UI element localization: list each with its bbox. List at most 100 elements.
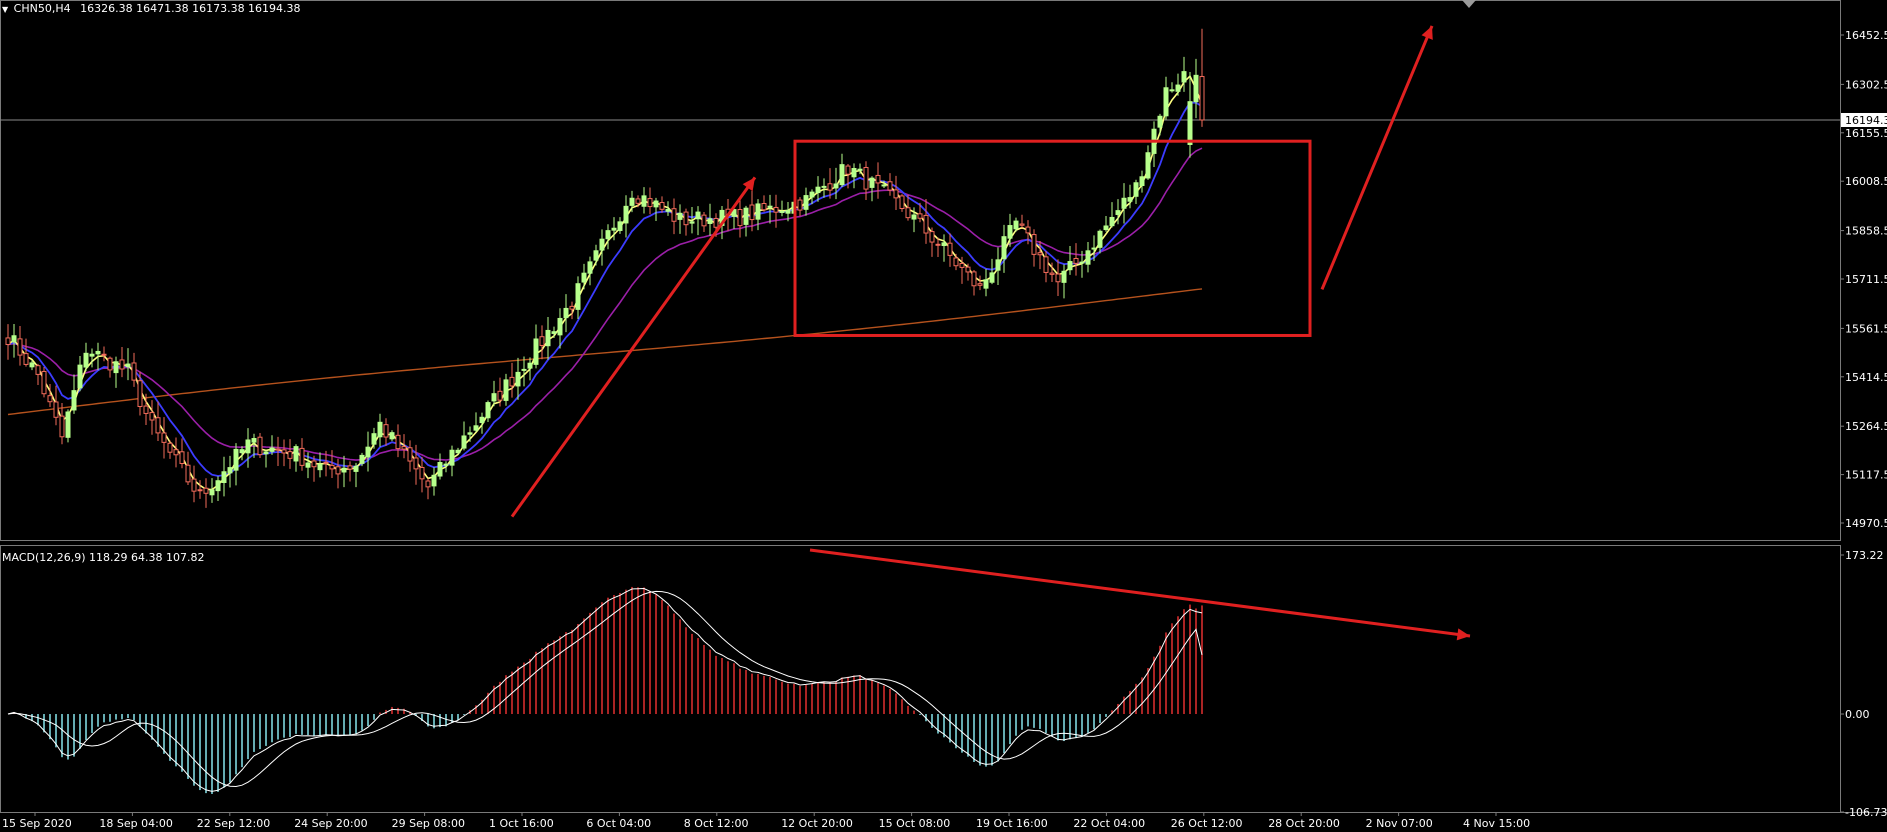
candle-body <box>23 353 29 365</box>
candle-body <box>683 211 689 226</box>
time-tick-label: 1 Oct 16:00 <box>489 817 554 830</box>
macd-label: MACD(12,26,9) 118.29 64.38 107.82 <box>2 551 205 564</box>
candle-body <box>1127 197 1133 202</box>
macd-layer <box>7 586 1203 794</box>
candle-body <box>629 197 635 206</box>
candle-body <box>599 238 605 251</box>
candle-body <box>131 362 137 381</box>
candle-body <box>1085 250 1091 265</box>
candle-body <box>767 205 773 208</box>
candle-body <box>773 206 779 213</box>
candle-body <box>497 390 503 401</box>
candle-body <box>995 259 1001 271</box>
candle-body <box>347 465 353 470</box>
candle-body <box>359 454 365 464</box>
candle-body <box>695 211 701 220</box>
current-price-badge <box>1841 112 1887 127</box>
candle-body <box>1103 225 1109 231</box>
candle-body <box>377 421 383 438</box>
candle-body <box>881 184 887 187</box>
candle-body <box>575 283 581 310</box>
main-pane-border <box>0 0 1841 541</box>
candle-body <box>437 462 443 477</box>
ema-mid-line <box>7 101 1203 477</box>
candle-body <box>827 183 833 191</box>
annotation-layer <box>510 25 1471 641</box>
candle-body <box>341 467 347 473</box>
moving-average-layer <box>7 74 1203 491</box>
macd-main-line <box>7 587 1203 792</box>
candle-body <box>11 335 17 343</box>
candle-body <box>1019 223 1025 226</box>
candle-body <box>173 449 179 456</box>
candle-body <box>611 227 617 231</box>
candle-body <box>119 359 125 370</box>
candle-body <box>293 446 299 462</box>
candle-body <box>1043 256 1049 273</box>
candle-body <box>335 466 341 475</box>
ma-long-line <box>7 288 1203 416</box>
candle-body <box>947 242 953 256</box>
trend-arrow-2-head <box>1421 25 1433 40</box>
candle-body <box>413 457 419 470</box>
candle-body <box>185 464 191 483</box>
candle-body <box>1097 230 1103 248</box>
candle-body <box>785 209 791 214</box>
candle-body <box>743 207 749 225</box>
macd-tick-label: 173.22 <box>1845 549 1884 562</box>
time-tick-label: 22 Oct 04:00 <box>1073 817 1145 830</box>
candle-body <box>329 464 335 470</box>
candle-body <box>17 338 23 356</box>
candle-body <box>965 266 971 273</box>
candle-body <box>929 231 935 243</box>
candle-body <box>209 489 215 496</box>
candle-body <box>83 352 89 368</box>
trend-arrow-1-shaft <box>510 176 757 518</box>
consolidation-box <box>793 139 1312 337</box>
macd-tick-label: -106.73 <box>1845 806 1887 819</box>
candle-body <box>971 271 977 287</box>
candle-body <box>617 221 623 231</box>
candle-body <box>203 487 209 494</box>
candle-body <box>515 371 521 387</box>
candle-body <box>59 415 65 438</box>
candle-body <box>587 261 593 274</box>
candle-body <box>1091 247 1097 250</box>
candle-body <box>1055 273 1061 283</box>
symbol-label: CHN50,H4 <box>13 2 71 15</box>
candle-body <box>197 489 203 492</box>
candle-body <box>581 272 587 283</box>
candle-body <box>635 198 641 204</box>
candle-body <box>41 370 47 395</box>
candle-body <box>1067 261 1073 271</box>
candle-body <box>401 446 407 450</box>
candle-body <box>473 425 479 431</box>
candle-body <box>299 447 305 466</box>
candle-body <box>857 168 863 171</box>
candle-body <box>167 442 173 453</box>
candle-body <box>905 207 911 219</box>
candle-body <box>1187 101 1193 145</box>
collapse-arrow-icon[interactable]: ▼ <box>2 5 9 14</box>
candle-body <box>239 449 245 454</box>
price-tick-label: 16452.5 <box>1845 29 1887 42</box>
candle-body <box>1145 152 1151 179</box>
candle-body <box>275 448 281 451</box>
candle-body <box>569 305 575 310</box>
price-tick-label: 15264.5 <box>1845 420 1887 433</box>
candle-body <box>851 168 857 178</box>
candle-body <box>1169 89 1175 92</box>
candle-body <box>983 279 989 289</box>
candle-body <box>1001 236 1007 260</box>
candle-body <box>257 436 263 456</box>
axis-layer: 16452.5 16302.5 16155.5 16008.5 15858.5 15711… <box>2 29 1887 830</box>
candle-body <box>1193 74 1199 103</box>
candle-body <box>911 214 917 220</box>
candle-body <box>1109 216 1115 227</box>
candle-body <box>1007 225 1013 239</box>
candle-body <box>1121 197 1127 209</box>
candle-body <box>893 189 899 199</box>
candle-body <box>1049 272 1055 275</box>
